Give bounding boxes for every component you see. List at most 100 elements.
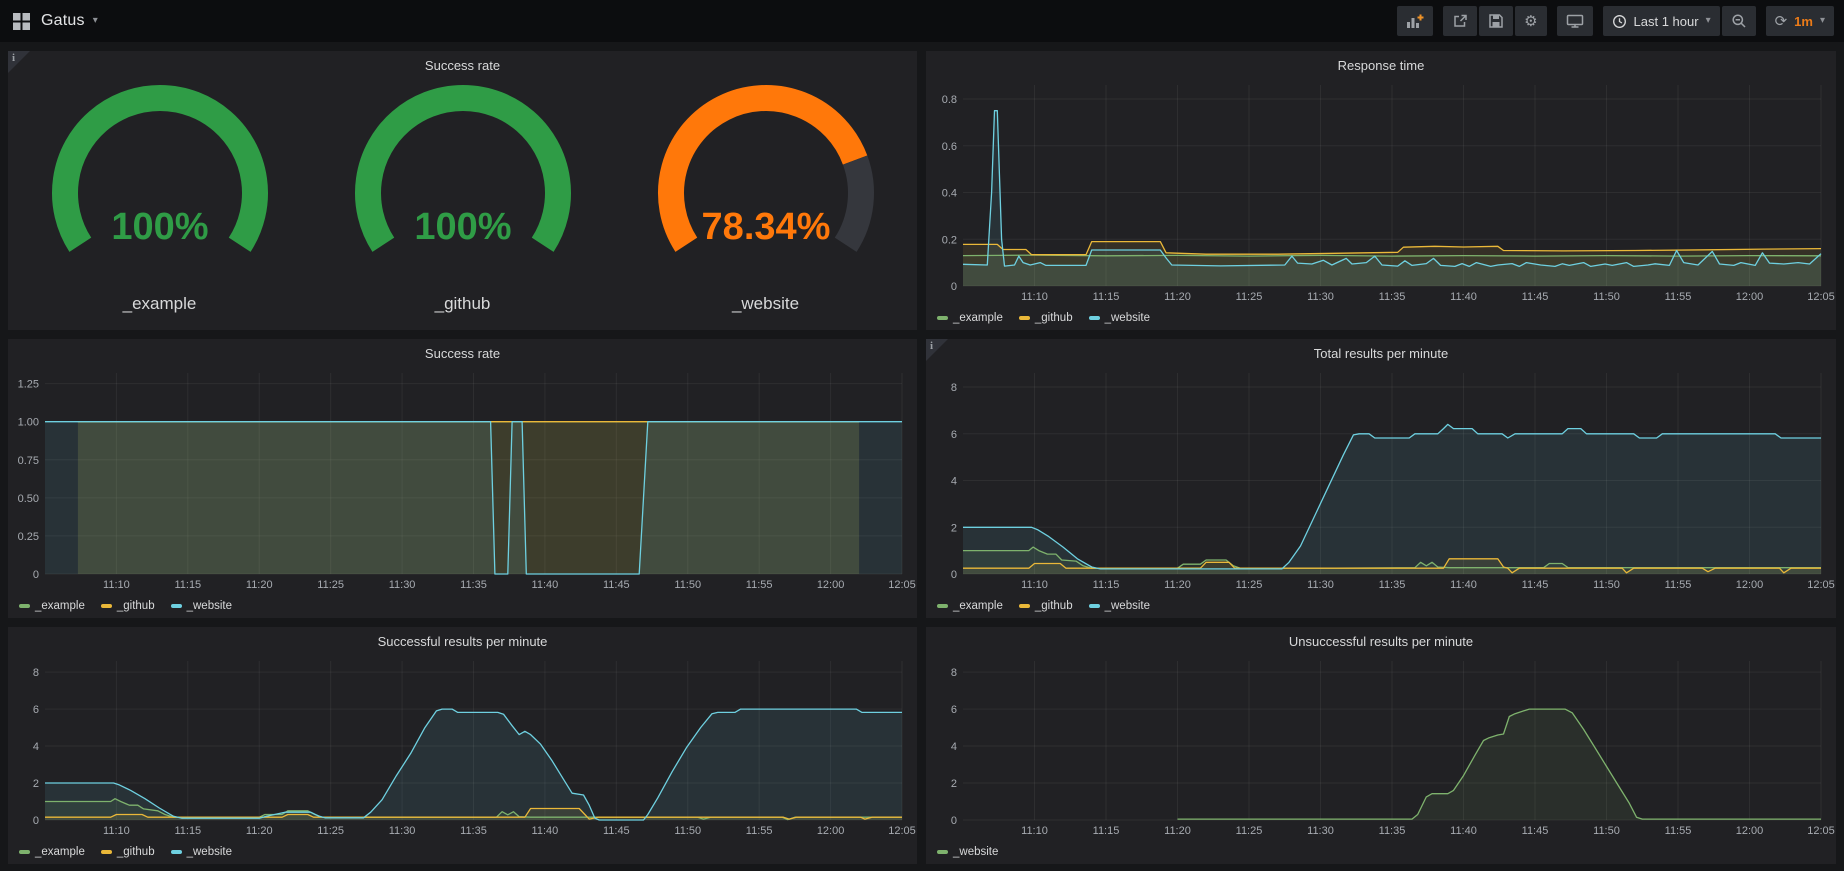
save-button[interactable] xyxy=(1479,6,1513,36)
successful-results-chart[interactable]: 0246811:1011:1511:2011:2511:3011:3511:40… xyxy=(9,655,916,840)
chevron-down-icon: ▾ xyxy=(93,16,98,26)
panel-success-rate-gauges: i Success rate 100%_example100% _github 78… xyxy=(8,51,917,330)
panel-info-icon[interactable]: i xyxy=(8,51,30,73)
svg-text:11:35: 11:35 xyxy=(460,825,487,837)
svg-text:11:35: 11:35 xyxy=(460,579,487,591)
panel-header: Response time xyxy=(926,51,1836,79)
panel-header: Success rate xyxy=(8,339,917,367)
legend-item-_github[interactable]: _github xyxy=(101,600,155,612)
share-icon xyxy=(1452,13,1468,29)
chart-legend: _example _github _website xyxy=(9,840,916,864)
unsuccessful-results-chart[interactable]: 0246811:1011:1511:2011:2511:3011:3511:40… xyxy=(927,655,1835,840)
svg-text:11:15: 11:15 xyxy=(1093,825,1120,837)
legend-item-_website[interactable]: _website xyxy=(171,600,232,612)
chart-legend: _example _github _website xyxy=(927,594,1835,618)
panel-title[interactable]: Success rate xyxy=(425,58,500,73)
gauge-label: _github xyxy=(313,294,613,314)
response-time-chart[interactable]: 00.20.40.60.811:1011:1511:2011:2511:3011… xyxy=(927,79,1835,306)
panel-title[interactable]: Total results per minute xyxy=(1314,346,1448,361)
legend-item-_example[interactable]: _example xyxy=(19,846,85,858)
svg-text:0.75: 0.75 xyxy=(18,455,39,467)
panel-successful-results: Successful results per minute 0246811:10… xyxy=(8,627,917,864)
svg-text:0: 0 xyxy=(33,569,39,581)
time-range-picker[interactable]: Last 1 hour ▾ xyxy=(1603,6,1720,36)
svg-text:0.8: 0.8 xyxy=(942,94,957,106)
legend-label: _github xyxy=(1035,600,1073,612)
legend-label: _website xyxy=(187,846,232,858)
gauge-value: 100% xyxy=(111,206,208,248)
svg-text:11:40: 11:40 xyxy=(532,579,559,591)
zoom-out-button[interactable] xyxy=(1722,6,1756,36)
legend-label: _example xyxy=(35,600,85,612)
dashboard-title-dropdown[interactable]: Gatus ▾ xyxy=(41,12,98,30)
svg-text:11:40: 11:40 xyxy=(1450,825,1477,837)
svg-text:11:20: 11:20 xyxy=(246,579,273,591)
legend-item-_website[interactable]: _website xyxy=(937,846,998,858)
panel-success-rate-graph: Success rate 00.250.500.751.001.2511:101… xyxy=(8,339,917,618)
legend-item-_example[interactable]: _example xyxy=(937,312,1003,324)
dashboard-settings-button[interactable]: ⚙ xyxy=(1515,6,1546,36)
total-results-chart[interactable]: 0246811:1011:1511:2011:2511:3011:3511:40… xyxy=(927,367,1835,594)
panel-title[interactable]: Successful results per minute xyxy=(378,634,548,649)
panel-title[interactable]: Response time xyxy=(1338,58,1425,73)
legend-marker xyxy=(19,850,30,854)
legend-item-_website[interactable]: _website xyxy=(171,846,232,858)
svg-text:12:05: 12:05 xyxy=(1807,291,1835,303)
svg-text:6: 6 xyxy=(951,429,957,441)
legend-marker xyxy=(19,604,30,608)
svg-text:11:10: 11:10 xyxy=(103,825,130,837)
svg-text:11:15: 11:15 xyxy=(1093,291,1120,303)
legend-item-_github[interactable]: _github xyxy=(101,846,155,858)
svg-text:11:20: 11:20 xyxy=(1164,291,1191,303)
svg-text:11:15: 11:15 xyxy=(174,825,201,837)
svg-text:11:25: 11:25 xyxy=(1236,291,1263,303)
svg-text:11:45: 11:45 xyxy=(1522,579,1549,591)
legend-marker xyxy=(1089,604,1100,608)
svg-text:1.25: 1.25 xyxy=(18,379,39,391)
gauge-label: _website xyxy=(616,294,916,314)
gauge-value: 78.34% xyxy=(701,206,830,248)
add-panel-button[interactable] xyxy=(1397,6,1433,36)
panel-info-icon[interactable]: i xyxy=(926,339,948,361)
legend-label: _website xyxy=(187,600,232,612)
svg-text:11:30: 11:30 xyxy=(1307,579,1334,591)
svg-text:11:30: 11:30 xyxy=(389,825,416,837)
svg-text:12:00: 12:00 xyxy=(1736,825,1764,837)
legend-marker xyxy=(1019,604,1030,608)
tv-mode-button[interactable] xyxy=(1557,6,1593,36)
legend-item-_github[interactable]: _github xyxy=(1019,600,1073,612)
gauge-_example: 100%_example xyxy=(10,81,310,314)
svg-text:0: 0 xyxy=(951,569,957,581)
svg-text:6: 6 xyxy=(33,704,39,716)
zoom-out-icon xyxy=(1731,13,1747,29)
legend-label: _website xyxy=(953,846,998,858)
legend-item-_github[interactable]: _github xyxy=(1019,312,1073,324)
svg-text:11:35: 11:35 xyxy=(1379,579,1406,591)
legend-marker xyxy=(937,604,948,608)
success-rate-chart[interactable]: 00.250.500.751.001.2511:1011:1511:2011:2… xyxy=(9,367,916,594)
svg-text:11:35: 11:35 xyxy=(1379,825,1406,837)
legend-item-_website[interactable]: _website xyxy=(1089,600,1150,612)
svg-text:11:55: 11:55 xyxy=(746,825,773,837)
svg-text:12:05: 12:05 xyxy=(888,825,916,837)
svg-text:11:55: 11:55 xyxy=(1665,291,1692,303)
legend-item-_example[interactable]: _example xyxy=(19,600,85,612)
legend-item-_example[interactable]: _example xyxy=(937,600,1003,612)
refresh-button[interactable]: ⟳ 1m ▾ xyxy=(1766,6,1834,36)
svg-text:11:55: 11:55 xyxy=(1665,579,1692,591)
svg-text:12:05: 12:05 xyxy=(888,579,916,591)
share-button[interactable] xyxy=(1443,6,1477,36)
save-icon xyxy=(1488,13,1504,29)
chart-legend: _website xyxy=(927,840,1835,864)
legend-label: _github xyxy=(117,600,155,612)
svg-text:0.6: 0.6 xyxy=(942,141,957,153)
svg-text:12:05: 12:05 xyxy=(1807,825,1835,837)
time-range-label: Last 1 hour xyxy=(1634,14,1699,29)
panel-title[interactable]: Unsuccessful results per minute xyxy=(1289,634,1473,649)
panel-title[interactable]: Success rate xyxy=(425,346,500,361)
dashboard-grid-icon[interactable] xyxy=(12,12,31,31)
legend-item-_website[interactable]: _website xyxy=(1089,312,1150,324)
svg-text:12:00: 12:00 xyxy=(1736,291,1764,303)
svg-text:0: 0 xyxy=(951,281,957,293)
svg-text:11:50: 11:50 xyxy=(1593,291,1620,303)
